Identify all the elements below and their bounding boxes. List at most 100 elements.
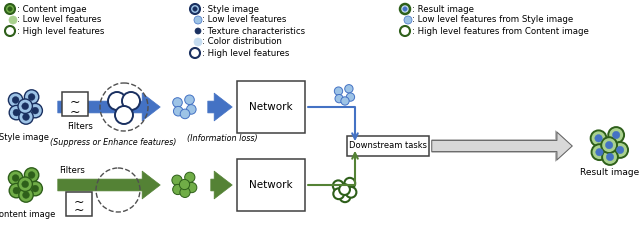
Circle shape — [601, 137, 617, 153]
Circle shape — [608, 127, 624, 143]
Text: ~: ~ — [74, 204, 84, 217]
FancyBboxPatch shape — [66, 192, 92, 216]
Circle shape — [18, 177, 33, 191]
Circle shape — [12, 174, 19, 182]
Circle shape — [115, 106, 133, 124]
Circle shape — [28, 172, 35, 178]
Circle shape — [333, 188, 344, 199]
Circle shape — [108, 92, 126, 110]
Circle shape — [8, 93, 23, 107]
Text: : Result image: : Result image — [412, 5, 474, 14]
Circle shape — [5, 26, 15, 36]
Circle shape — [404, 16, 412, 24]
Circle shape — [612, 131, 620, 139]
Text: ~: ~ — [70, 106, 80, 119]
Circle shape — [24, 90, 39, 104]
Circle shape — [400, 4, 410, 14]
Circle shape — [185, 95, 195, 105]
Circle shape — [335, 94, 343, 103]
Circle shape — [172, 175, 182, 185]
Circle shape — [185, 172, 195, 182]
FancyBboxPatch shape — [347, 136, 429, 156]
Circle shape — [345, 85, 353, 93]
Circle shape — [24, 168, 39, 182]
Text: ~: ~ — [74, 196, 84, 209]
Text: : Content imgae: : Content imgae — [17, 5, 86, 14]
Circle shape — [173, 106, 183, 116]
Circle shape — [190, 48, 200, 58]
Circle shape — [186, 105, 196, 114]
Circle shape — [400, 26, 410, 36]
FancyBboxPatch shape — [237, 81, 305, 133]
Text: (Information loss): (Information loss) — [187, 134, 257, 143]
Circle shape — [12, 97, 19, 103]
Circle shape — [9, 183, 24, 198]
Circle shape — [8, 171, 23, 185]
Circle shape — [605, 141, 613, 149]
Circle shape — [334, 87, 342, 95]
Circle shape — [122, 92, 140, 110]
Text: : Texture characteristics: : Texture characteristics — [202, 27, 305, 36]
Circle shape — [9, 106, 24, 120]
Circle shape — [333, 180, 344, 191]
Text: : Color distribution: : Color distribution — [202, 38, 282, 46]
Circle shape — [187, 182, 197, 193]
Text: : Low level features: : Low level features — [202, 15, 286, 24]
Circle shape — [190, 4, 200, 14]
Circle shape — [194, 38, 202, 46]
Circle shape — [22, 181, 29, 188]
Circle shape — [403, 7, 407, 11]
Text: : High level features: : High level features — [202, 48, 289, 58]
Circle shape — [18, 99, 33, 113]
Circle shape — [596, 148, 603, 156]
Circle shape — [9, 16, 17, 24]
Circle shape — [606, 153, 614, 161]
Circle shape — [173, 184, 183, 195]
Text: Filters: Filters — [67, 122, 93, 131]
Circle shape — [346, 93, 355, 101]
Circle shape — [340, 191, 351, 202]
Circle shape — [19, 110, 33, 124]
Circle shape — [616, 146, 624, 154]
Text: Style image: Style image — [0, 133, 49, 142]
Circle shape — [13, 109, 20, 116]
Circle shape — [346, 187, 356, 198]
Circle shape — [194, 16, 202, 24]
Text: : High level features: : High level features — [17, 27, 104, 36]
Circle shape — [595, 135, 602, 142]
Circle shape — [591, 130, 607, 146]
Text: Filters: Filters — [59, 166, 85, 175]
Circle shape — [5, 4, 15, 14]
Circle shape — [341, 97, 349, 105]
Circle shape — [28, 182, 42, 196]
Circle shape — [32, 107, 38, 114]
Text: (Suppress or Enhance features): (Suppress or Enhance features) — [50, 138, 176, 147]
Circle shape — [32, 185, 38, 192]
Text: : Low level features from Style image: : Low level features from Style image — [412, 15, 573, 24]
Text: Downstream tasks: Downstream tasks — [349, 142, 427, 151]
Text: : Style image: : Style image — [202, 5, 259, 14]
Circle shape — [591, 144, 607, 160]
Circle shape — [195, 28, 201, 34]
Circle shape — [180, 109, 190, 119]
Circle shape — [22, 113, 29, 121]
Circle shape — [193, 7, 197, 11]
Circle shape — [602, 149, 618, 165]
Circle shape — [28, 94, 35, 100]
Circle shape — [180, 187, 190, 197]
Circle shape — [22, 192, 29, 198]
FancyBboxPatch shape — [237, 159, 305, 211]
FancyBboxPatch shape — [62, 92, 88, 116]
Circle shape — [22, 103, 29, 110]
Circle shape — [28, 103, 42, 118]
Text: Result image: Result image — [580, 168, 639, 177]
Circle shape — [179, 179, 189, 190]
Circle shape — [19, 188, 33, 202]
Circle shape — [173, 98, 182, 107]
Circle shape — [612, 142, 628, 158]
Text: Network: Network — [249, 180, 293, 190]
Text: Network: Network — [249, 102, 293, 112]
Circle shape — [339, 184, 350, 195]
Text: Content image: Content image — [0, 210, 55, 219]
Text: : Low level features: : Low level features — [17, 15, 101, 24]
